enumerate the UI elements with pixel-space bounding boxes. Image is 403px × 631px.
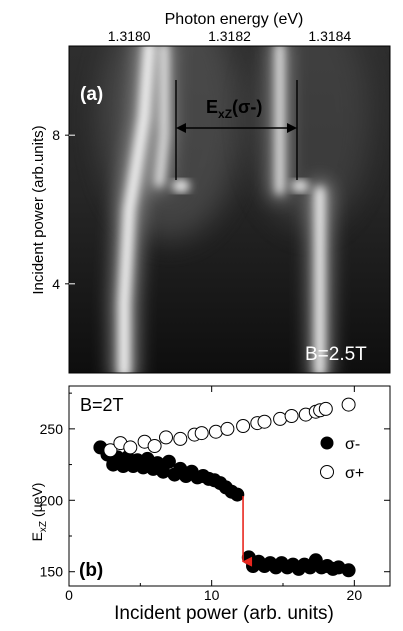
point-sigma-plus xyxy=(341,397,356,412)
plot-frame xyxy=(68,385,391,587)
emission-lines xyxy=(118,46,325,373)
panel-label: (a) xyxy=(80,84,103,105)
point-sigma-plus xyxy=(284,409,299,423)
point-sigma-minus xyxy=(161,454,176,469)
legend-label-sigma-minus: σ- xyxy=(345,436,360,453)
left-tick-label: 4 xyxy=(52,276,60,292)
data-points xyxy=(93,397,356,578)
y-tick-label: 250 xyxy=(40,421,64,437)
point-sigma-plus xyxy=(273,411,288,426)
splitting-annotation: ExZ(σ-) xyxy=(175,80,298,180)
x-axis-label: Incident power (arb. units) xyxy=(114,603,334,624)
top-tick-label: 1.3182 xyxy=(208,28,251,44)
top-tick-label: 1.3180 xyxy=(108,28,151,44)
crossover-spot xyxy=(291,179,309,193)
top-axis-label: Photon energy (eV) xyxy=(165,11,304,28)
point-sigma-plus xyxy=(318,401,333,416)
point-sigma-plus xyxy=(123,440,138,455)
arrow-head-right xyxy=(287,123,297,133)
point-sigma-plus xyxy=(194,426,209,441)
point-sigma-plus xyxy=(173,431,188,446)
left-tick-label: 8 xyxy=(52,127,60,143)
emission-line xyxy=(155,46,168,187)
plot-frame xyxy=(68,45,391,374)
point-sigma-plus xyxy=(236,419,251,433)
point-sigma-plus xyxy=(257,414,272,429)
panel-a: Photon energy (eV) 1.3180 1.3182 1.3184 48… xyxy=(30,11,391,374)
splitting-label: ExZ(σ-) xyxy=(206,97,262,121)
field-label: B=2T xyxy=(80,395,124,415)
x-tick-label: 0 xyxy=(65,587,73,603)
left-axis-ticks: 48 xyxy=(52,127,75,292)
emission-line xyxy=(118,46,155,373)
y-axis-label: Incident power (arb.units) xyxy=(30,125,47,294)
point-sigma-plus xyxy=(220,421,235,436)
field-label: B=2.5T xyxy=(305,344,367,365)
point-sigma-minus xyxy=(341,563,356,578)
x-tick-label: 20 xyxy=(347,587,363,603)
point-sigma-plus xyxy=(147,439,162,453)
point-sigma-minus xyxy=(230,487,245,502)
point-sigma-plus xyxy=(159,430,173,445)
legend-marker-sigma-minus xyxy=(320,436,334,450)
x-tick-label: 10 xyxy=(204,587,220,603)
axis-ticks: 0 10 20 150 200 250 xyxy=(40,386,390,603)
top-tick-label: 1.3184 xyxy=(308,28,351,44)
y-tick-label: 150 xyxy=(40,564,64,580)
crossover-spot xyxy=(172,179,190,193)
panel-b: 0 10 20 150 200 250 B=2T (b) ExZ (μeV) Incide… xyxy=(29,385,391,624)
point-sigma-plus xyxy=(103,443,118,458)
legend-label-sigma-plus: σ+ xyxy=(345,465,364,482)
point-sigma-plus xyxy=(208,424,223,439)
panel-label: (b) xyxy=(79,560,103,581)
y-tick-label: 200 xyxy=(40,492,64,508)
legend-marker-sigma-plus xyxy=(320,465,334,479)
legend: σ- σ+ xyxy=(320,436,364,482)
y-axis-label: ExZ (μeV) xyxy=(29,483,49,542)
arrow-head-left xyxy=(176,123,186,133)
